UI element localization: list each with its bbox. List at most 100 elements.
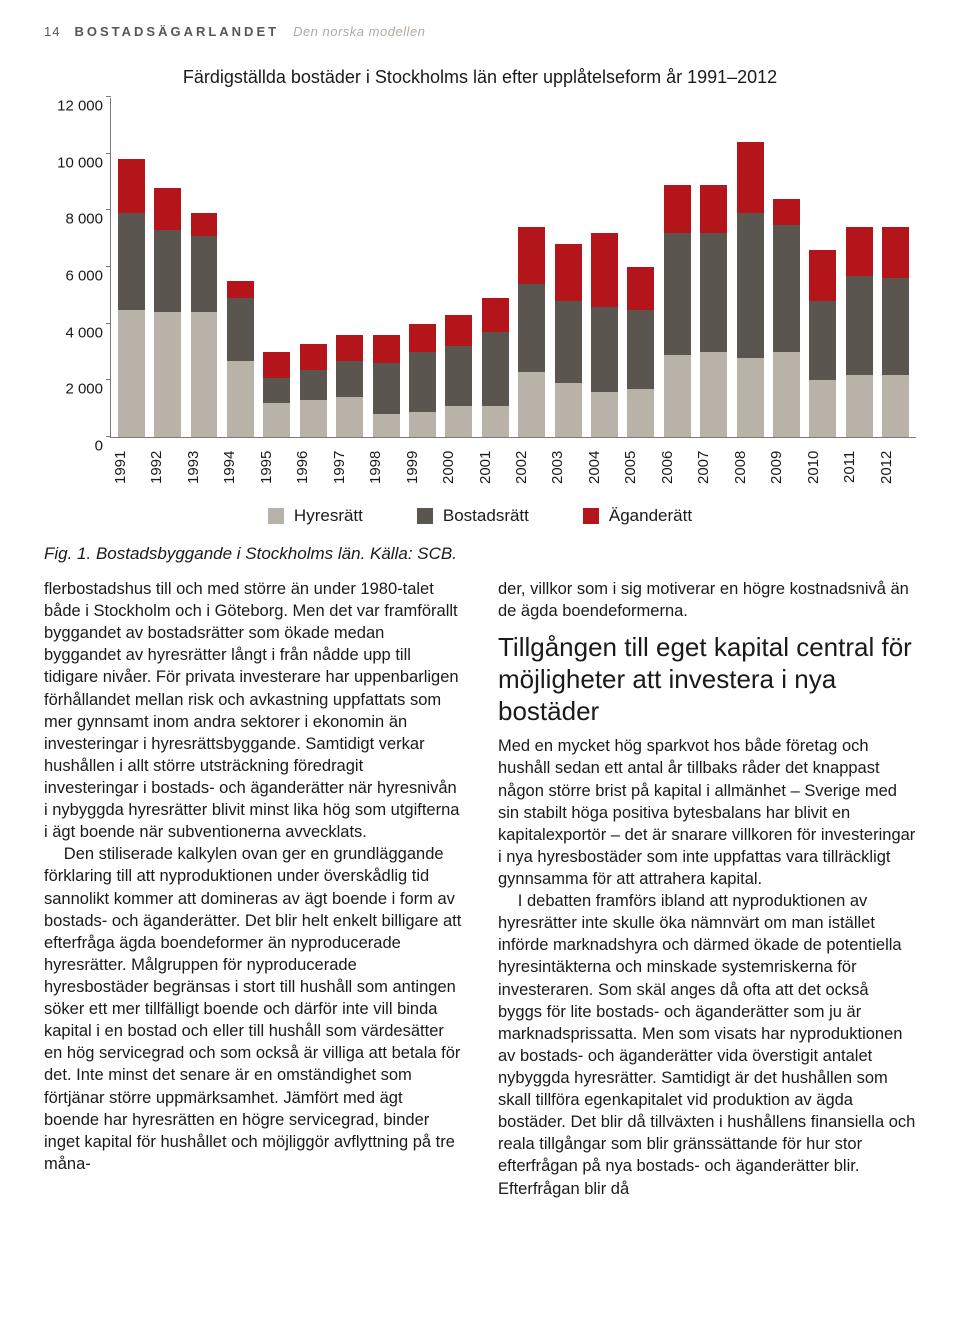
bar-segment (336, 361, 363, 398)
bar-segment (154, 188, 181, 231)
x-tick-label: 1999 (404, 446, 440, 490)
bar-segment (627, 267, 654, 310)
bar-segment (118, 310, 145, 438)
x-tick-label: 2012 (878, 446, 914, 490)
bar-segment (263, 378, 290, 404)
x-tick-label: 2004 (586, 446, 622, 490)
bar-segment (518, 284, 545, 372)
x-tick-label: 2003 (549, 446, 585, 490)
bar-segment (737, 213, 764, 358)
bar-segment (882, 278, 909, 374)
bar-segment (846, 227, 873, 275)
bar-column (732, 98, 768, 437)
column-left: flerbostadshus till och med större än un… (44, 578, 462, 1200)
x-tick-label: 2000 (440, 446, 476, 490)
legend-item: Bostadsrätt (417, 506, 529, 526)
paragraph: flerbostadshus till och med större än un… (44, 578, 462, 843)
figure-caption: Fig. 1. Bostadsbyggande i Stockholms län… (44, 544, 916, 564)
bar-column (113, 98, 149, 437)
x-tick-label: 2010 (805, 446, 841, 490)
y-tick-label: 2 000 (45, 381, 103, 398)
bar-segment (191, 213, 218, 236)
paragraph: Med en mycket hög sparkvot hos både före… (498, 735, 916, 890)
chart-x-axis: 1991199219931994199519961997199819992000… (110, 438, 916, 490)
x-tick-label: 1996 (294, 446, 330, 490)
legend-swatch (583, 508, 599, 524)
x-tick-label: 2005 (622, 446, 658, 490)
x-tick-label: 1997 (331, 446, 367, 490)
y-tick-label: 6 000 (45, 268, 103, 285)
bar-segment (700, 233, 727, 352)
bar-segment (555, 301, 582, 383)
bar-segment (154, 230, 181, 312)
bar-column (841, 98, 877, 437)
x-tick-label: 2007 (695, 446, 731, 490)
paragraph: Den stiliserade kalkylen ovan ger en gru… (44, 843, 462, 1175)
bar-segment (773, 199, 800, 225)
bar-segment (591, 307, 618, 392)
bar-segment (482, 406, 509, 437)
legend-swatch (268, 508, 284, 524)
bar-segment (300, 370, 327, 400)
bar-segment (336, 397, 363, 437)
bar-segment (846, 375, 873, 437)
x-tick-label: 1998 (367, 446, 403, 490)
page-number: 14 (44, 24, 60, 39)
bar-column (878, 98, 914, 437)
bar-segment (627, 310, 654, 389)
bar-segment (445, 406, 472, 437)
bar-segment (445, 315, 472, 346)
paragraph: der, villkor som i sig motiverar en högr… (498, 578, 916, 622)
bar-column (623, 98, 659, 437)
bar-segment (846, 276, 873, 375)
running-head: 14 BOSTADSÄGARLANDET Den norska modellen (44, 24, 916, 39)
bar-segment (191, 312, 218, 437)
bar-column (659, 98, 695, 437)
page: 14 BOSTADSÄGARLANDET Den norska modellen… (0, 0, 960, 1240)
bar-segment (154, 312, 181, 437)
bar-segment (227, 281, 254, 298)
bar-column (222, 98, 258, 437)
bar-column (441, 98, 477, 437)
chart: 02 0004 0006 0008 00010 00012 000 199119… (44, 98, 916, 490)
bar-column (805, 98, 841, 437)
bar-column (404, 98, 440, 437)
bar-segment (591, 233, 618, 307)
legend-label: Bostadsrätt (443, 506, 529, 526)
bar-column (696, 98, 732, 437)
x-tick-label: 2008 (732, 446, 768, 490)
bar-segment (336, 335, 363, 361)
body-columns: flerbostadshus till och med större än un… (44, 578, 916, 1200)
bar-segment (518, 227, 545, 284)
bar-segment (227, 298, 254, 360)
y-tick-label: 4 000 (45, 324, 103, 341)
bar-segment (700, 185, 727, 233)
bar-segment (700, 352, 727, 437)
bar-segment (555, 383, 582, 437)
x-tick-label: 2002 (513, 446, 549, 490)
bar-segment (737, 358, 764, 437)
bar-segment (482, 298, 509, 332)
bar-column (368, 98, 404, 437)
bar-segment (555, 244, 582, 301)
paragraph: I debatten framförs ibland att nyprodukt… (498, 890, 916, 1200)
bar-segment (118, 213, 145, 309)
bar-column (477, 98, 513, 437)
chart-bars (111, 98, 916, 437)
bar-segment (263, 352, 290, 378)
bar-column (295, 98, 331, 437)
x-tick-label: 2006 (659, 446, 695, 490)
bar-segment (882, 227, 909, 278)
x-tick-label: 1995 (258, 446, 294, 490)
bar-segment (773, 225, 800, 353)
legend-item: Hyresrätt (268, 506, 363, 526)
bar-segment (373, 335, 400, 363)
bar-segment (518, 372, 545, 437)
x-tick-label: 1992 (148, 446, 184, 490)
legend-item: Äganderätt (583, 506, 692, 526)
bar-segment (118, 159, 145, 213)
y-tick-label: 8 000 (45, 211, 103, 228)
bar-segment (227, 361, 254, 438)
bar-segment (300, 344, 327, 371)
section-heading: Tillgången till eget kapital central för… (498, 632, 916, 727)
